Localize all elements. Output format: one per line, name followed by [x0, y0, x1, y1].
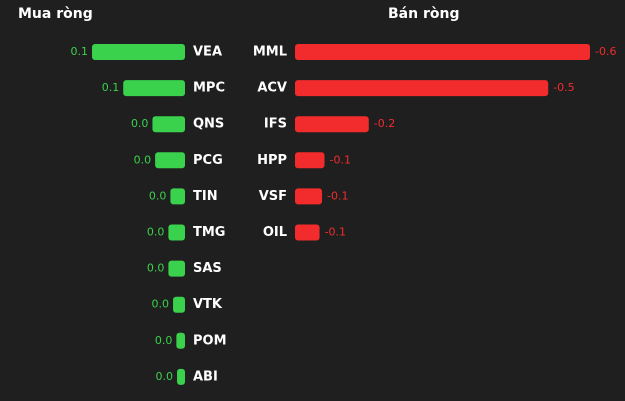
bar [295, 152, 325, 169]
value-label: 0.0 [147, 262, 165, 275]
category-label: ACV [257, 81, 287, 96]
category-label: HPP [257, 153, 287, 168]
category-label: MML [253, 45, 287, 60]
category-label: MPC [193, 81, 225, 96]
value-label: -0.1 [325, 226, 346, 239]
value-label: 0.0 [152, 298, 170, 311]
sell-title: Bán ròng [388, 6, 459, 22]
value-label: 0.0 [131, 117, 149, 130]
bar [168, 224, 185, 241]
bar [152, 116, 185, 133]
bar [168, 260, 185, 277]
value-label: 0.1 [71, 45, 89, 58]
category-label: OIL [263, 225, 287, 240]
category-label: POM [193, 333, 227, 348]
bar [123, 80, 185, 97]
value-label: 0.0 [147, 226, 165, 239]
value-label: -0.6 [595, 45, 616, 58]
category-label: TMG [193, 225, 225, 240]
category-label: PCG [193, 153, 223, 168]
bar [295, 224, 320, 241]
bar [177, 368, 185, 385]
value-label: 0.0 [156, 370, 174, 383]
category-label: QNS [193, 117, 224, 132]
value-label: -0.1 [330, 153, 351, 166]
bar [155, 152, 185, 169]
category-label: VSF [259, 189, 287, 204]
value-label: 0.0 [155, 334, 173, 347]
value-label: 0.1 [102, 81, 120, 94]
value-label: 0.0 [149, 189, 167, 202]
value-label: -0.2 [374, 117, 395, 130]
buy-title: Mua ròng [18, 6, 93, 22]
bar [92, 44, 185, 60]
bar [173, 296, 185, 313]
bar [295, 116, 369, 133]
category-label: ABI [193, 369, 218, 384]
bar [295, 44, 590, 60]
bar [176, 332, 185, 349]
bar [295, 80, 549, 97]
category-label: VTK [193, 297, 223, 312]
value-label: 0.0 [134, 153, 152, 166]
bar [170, 188, 185, 205]
value-label: -0.1 [327, 189, 348, 202]
category-label: SAS [193, 261, 222, 276]
category-label: IFS [264, 117, 287, 132]
category-label: TIN [193, 189, 218, 204]
category-label: VEA [193, 45, 222, 60]
bar [295, 188, 323, 205]
value-label: -0.5 [553, 81, 574, 94]
